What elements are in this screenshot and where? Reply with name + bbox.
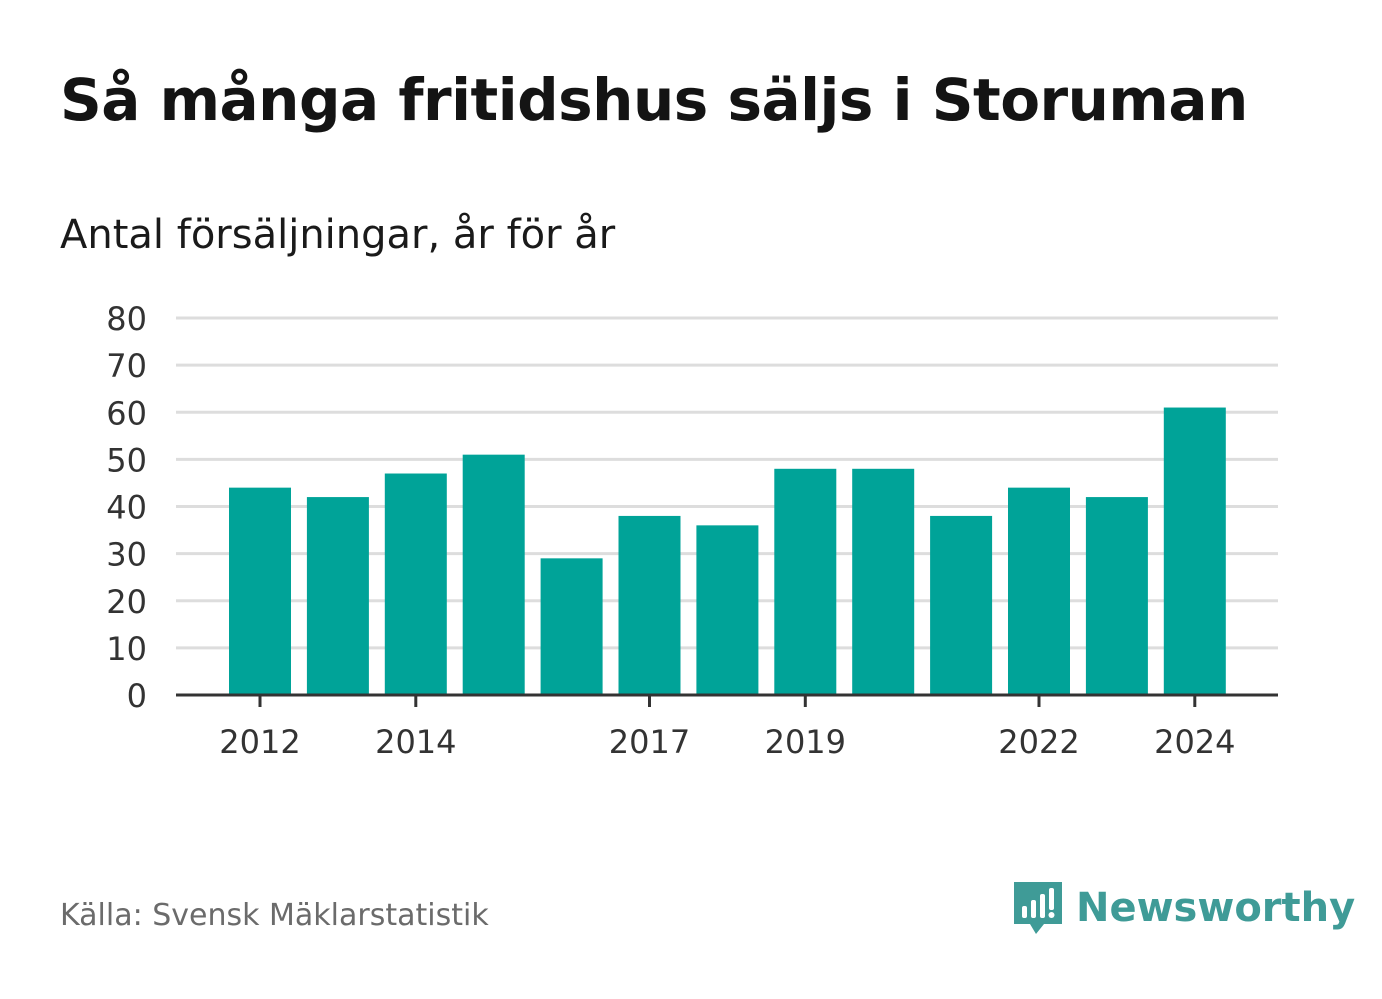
y-tick-label: 20: [106, 583, 147, 621]
y-tick-label: 30: [106, 536, 147, 574]
bar-2020[interactable]: [852, 468, 915, 695]
bar-2013[interactable]: [306, 497, 369, 695]
bar-2014[interactable]: [384, 473, 447, 695]
y-tick-label: 60: [106, 394, 147, 432]
y-tick-label: 70: [106, 347, 147, 385]
source-note: Källa: Svensk Mäklarstatistik: [60, 898, 489, 933]
bar-2017[interactable]: [618, 515, 681, 695]
brand-name: Newsworthy: [1076, 885, 1356, 931]
y-tick-label: 80: [106, 300, 147, 338]
newsworthy-logo-icon: [1014, 882, 1062, 934]
bar-2022[interactable]: [1008, 487, 1070, 695]
x-tick-label: 2024: [1154, 723, 1235, 761]
bar-chart: 0 10 20 30 40 50 60 70 80 2012 2014 2017 2019 2022 202…: [106, 300, 1278, 761]
bar-2016[interactable]: [540, 558, 603, 695]
y-tick-label: 50: [106, 441, 147, 479]
chart-subtitle: Antal försäljningar, år för år: [60, 212, 616, 258]
bar-2023[interactable]: [1085, 497, 1148, 695]
bar-2015[interactable]: [462, 454, 525, 695]
x-tick-label: 2022: [998, 723, 1079, 761]
newsworthy-logo[interactable]: Newsworthy: [1010, 878, 1355, 938]
x-tick-label: 2019: [765, 723, 846, 761]
bar-2012[interactable]: [229, 487, 291, 695]
x-tick-label: 2014: [375, 723, 456, 761]
y-tick-label: 0: [127, 677, 147, 715]
chart-title: Så många fritidshus säljs i Storuman: [60, 66, 1248, 134]
bar-2019[interactable]: [774, 468, 837, 695]
bar-2024[interactable]: [1163, 407, 1226, 695]
x-tick-label: 2012: [219, 723, 300, 761]
y-tick-label: 40: [106, 489, 147, 527]
x-tick-label: 2017: [609, 723, 690, 761]
y-tick-label: 10: [106, 630, 147, 668]
bar-2018[interactable]: [696, 525, 759, 695]
bar-2021[interactable]: [930, 515, 993, 695]
